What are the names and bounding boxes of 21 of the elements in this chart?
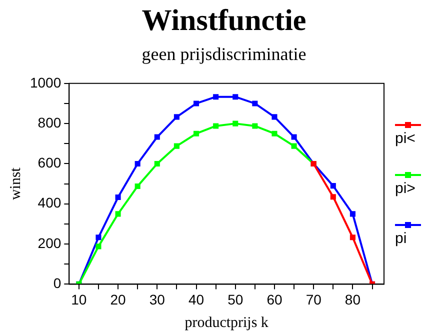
y-tick-label: 200: [38, 234, 62, 251]
x-tick-label: 20: [110, 291, 126, 308]
x-axis-title: productprijs k: [184, 314, 269, 331]
y-tick-label: 600: [38, 154, 62, 171]
x-tick-label: 30: [149, 291, 166, 308]
legend-label: pi>: [395, 180, 416, 197]
y-tick-label: 800: [38, 114, 62, 130]
y-tick-label: 1000: [30, 74, 62, 90]
y-tick-label: 400: [38, 194, 62, 211]
x-tick-label: 40: [188, 291, 204, 308]
x-tick-label: 10: [71, 291, 87, 308]
x-tick-label: 50: [228, 291, 244, 308]
x-tick-label: 70: [306, 291, 322, 308]
x-tick-label: 60: [266, 291, 282, 308]
x-tick-label: 80: [344, 291, 361, 308]
legend-label: pi<: [395, 130, 416, 147]
legend-label: pi: [395, 230, 408, 247]
y-tick-label: 0: [53, 275, 62, 292]
y-axis-title: winst: [8, 166, 24, 200]
chart-subtitle: geen prijsdiscriminatie: [140, 44, 308, 65]
chart-title: Winstfunctie: [140, 4, 308, 38]
